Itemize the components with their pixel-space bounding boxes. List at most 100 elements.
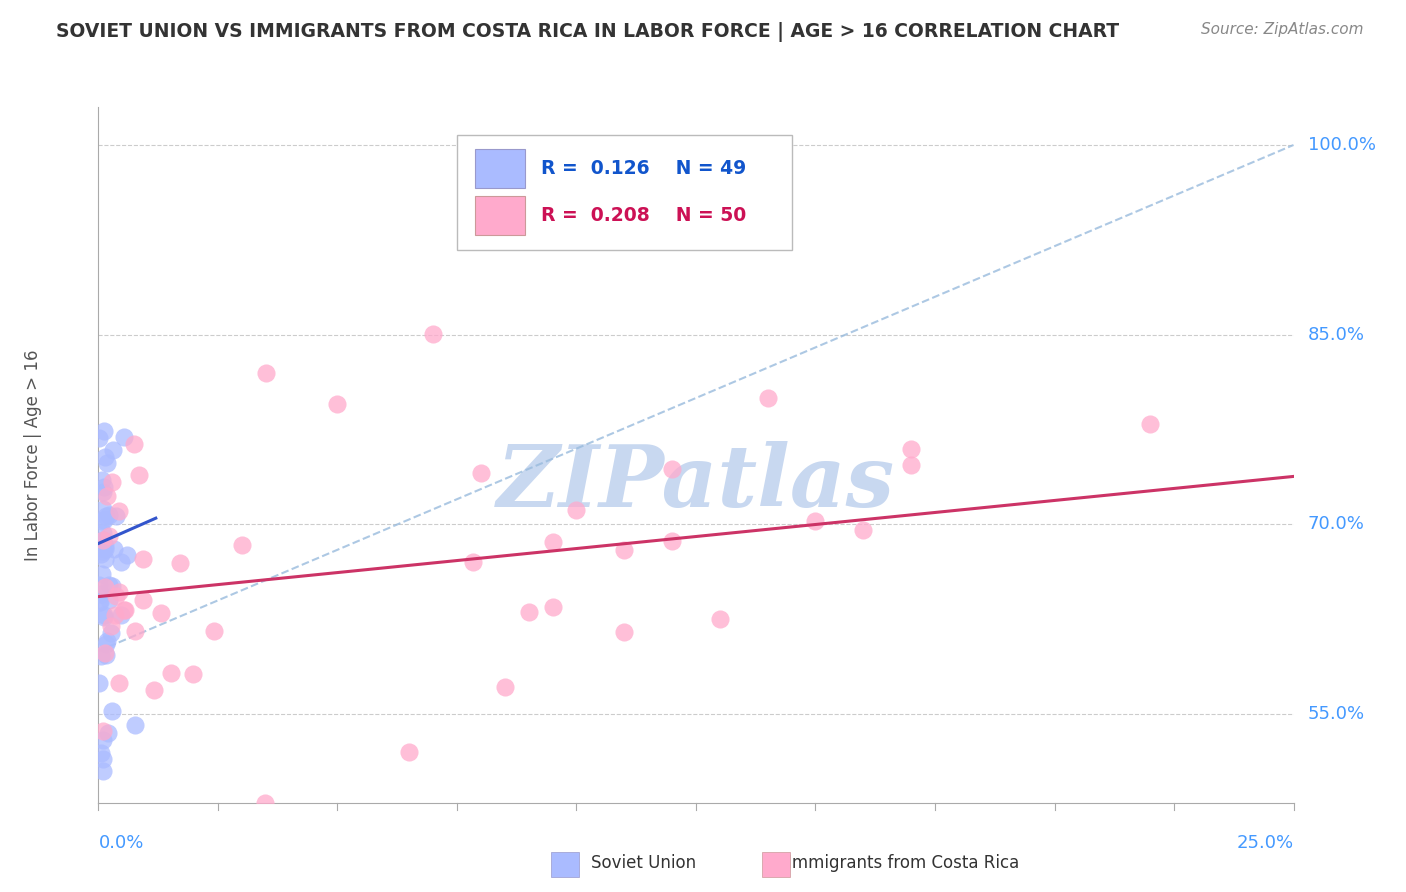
Point	[104, 508, 127, 523]
Point	[91, 485, 114, 500]
Text: 0.0%: 0.0%	[98, 834, 143, 852]
Point	[124, 718, 146, 732]
Point	[114, 603, 136, 617]
Text: 85.0%: 85.0%	[1308, 326, 1365, 343]
Point	[89, 595, 111, 609]
Point	[253, 796, 276, 810]
Point	[94, 646, 117, 660]
Point	[104, 608, 127, 623]
Point	[103, 542, 125, 557]
Point	[107, 504, 129, 518]
Point	[90, 547, 112, 561]
Point	[96, 456, 118, 470]
Point	[94, 580, 117, 594]
Point	[90, 747, 112, 761]
Point	[852, 524, 875, 538]
Point	[91, 533, 114, 548]
Point	[110, 555, 132, 569]
Point	[94, 450, 117, 464]
Point	[112, 602, 135, 616]
Point	[96, 634, 118, 648]
Point	[100, 704, 122, 718]
Point	[128, 468, 150, 483]
FancyBboxPatch shape	[475, 196, 524, 235]
Point	[517, 605, 540, 619]
Point	[90, 586, 112, 600]
Point	[89, 595, 111, 609]
Text: Immigrants from Costa Rica: Immigrants from Costa Rica	[787, 855, 1019, 872]
Point	[100, 626, 122, 640]
Point	[91, 515, 114, 529]
Point	[900, 442, 922, 456]
Point	[202, 624, 225, 638]
Point	[108, 676, 131, 690]
Point	[91, 543, 114, 558]
Point	[565, 503, 588, 517]
Point	[613, 624, 636, 639]
Point	[169, 557, 191, 571]
Point	[150, 606, 173, 620]
Text: Soviet Union: Soviet Union	[591, 855, 696, 872]
Point	[108, 585, 131, 599]
Point	[231, 538, 253, 552]
Text: 55.0%: 55.0%	[1308, 706, 1365, 723]
Point	[96, 489, 118, 503]
Text: 70.0%: 70.0%	[1308, 516, 1365, 533]
Point	[94, 648, 117, 663]
Text: R =  0.126    N = 49: R = 0.126 N = 49	[540, 160, 745, 178]
Point	[541, 535, 564, 549]
Point	[398, 745, 420, 759]
Text: 100.0%: 100.0%	[1308, 136, 1376, 154]
FancyBboxPatch shape	[457, 135, 792, 250]
Point	[91, 764, 114, 779]
Point	[461, 556, 484, 570]
FancyBboxPatch shape	[475, 150, 524, 188]
Point	[90, 473, 112, 487]
Point	[124, 624, 146, 638]
Point	[613, 542, 636, 557]
Point	[91, 526, 114, 541]
Point	[97, 726, 120, 740]
Point	[112, 430, 135, 444]
Point	[181, 667, 204, 681]
Point	[97, 528, 120, 542]
Text: In Labor Force | Age > 16: In Labor Force | Age > 16	[24, 349, 42, 561]
Point	[661, 534, 683, 549]
Point	[326, 397, 349, 411]
Point	[91, 724, 114, 739]
Point	[94, 508, 117, 523]
Point	[131, 592, 153, 607]
Point	[87, 675, 110, 690]
Point	[661, 462, 683, 476]
Point	[90, 648, 112, 663]
Point	[98, 508, 121, 522]
Point	[93, 425, 115, 439]
Point	[756, 391, 779, 405]
Point	[100, 619, 122, 633]
Text: SOVIET UNION VS IMMIGRANTS FROM COSTA RICA IN LABOR FORCE | AGE > 16 CORRELATION: SOVIET UNION VS IMMIGRANTS FROM COSTA RI…	[56, 22, 1119, 42]
Point	[709, 612, 731, 626]
Point	[470, 466, 492, 480]
Point	[900, 458, 922, 472]
Point	[494, 680, 516, 694]
Text: R =  0.208    N = 50: R = 0.208 N = 50	[540, 206, 745, 225]
Point	[804, 514, 827, 528]
Point	[160, 666, 183, 681]
Point	[1139, 417, 1161, 432]
Point	[94, 541, 117, 556]
Point	[93, 513, 115, 527]
Point	[101, 579, 124, 593]
Text: Source: ZipAtlas.com: Source: ZipAtlas.com	[1201, 22, 1364, 37]
Point	[110, 607, 132, 622]
Point	[254, 366, 277, 380]
Point	[90, 566, 112, 581]
Point	[93, 539, 115, 553]
Point	[115, 548, 138, 562]
Text: ZIPatlas: ZIPatlas	[496, 441, 896, 524]
Point	[87, 577, 110, 591]
Point	[101, 475, 124, 490]
Point	[89, 431, 111, 445]
Point	[94, 636, 117, 650]
Point	[541, 599, 564, 614]
Point	[91, 501, 114, 516]
